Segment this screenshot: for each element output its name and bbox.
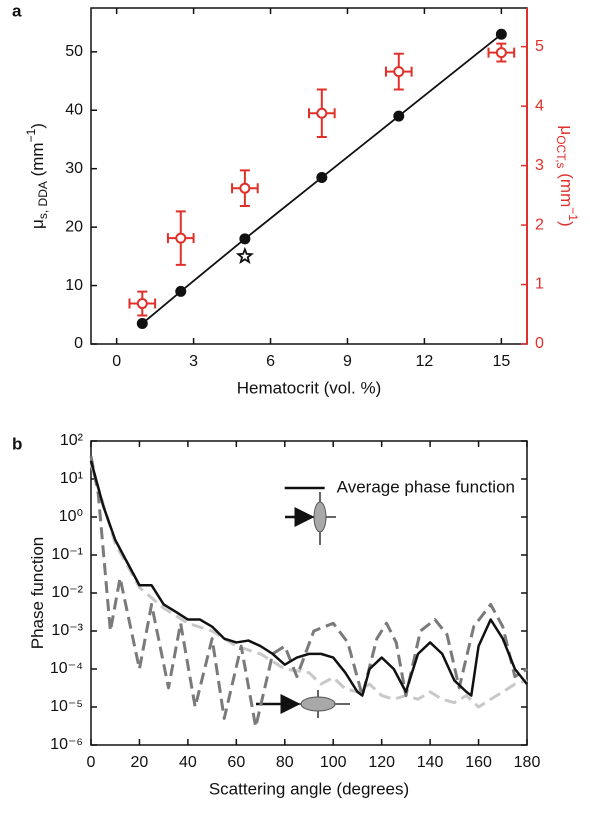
y-axis-label: μs, DDA (mm−1): [24, 123, 50, 229]
orientation-icons: [256, 492, 350, 718]
panel-label: a: [12, 1, 22, 20]
y-tick-label: 10⁻⁵: [50, 698, 83, 715]
y-tick-label: 10¹: [60, 470, 83, 487]
y-tick-label: 10⁻⁴: [50, 660, 83, 677]
y2-tick-label: 2: [535, 216, 544, 233]
y-tick-label: 10: [65, 277, 83, 294]
x-tick-label: 160: [465, 754, 492, 771]
x-tick-label: 80: [276, 754, 294, 771]
point: [239, 182, 251, 194]
y-tick-label: 30: [65, 160, 83, 177]
label-part: −1: [566, 207, 580, 221]
x-axis-label: Hematocrit (vol. %): [237, 378, 382, 397]
x-tick-label: 20: [131, 754, 149, 771]
particle-icon: [300, 696, 336, 712]
label-part: s, DDA: [36, 181, 50, 219]
label-part: Phase function: [28, 537, 47, 649]
x-tick-label: 3: [189, 353, 198, 370]
point: [136, 318, 148, 330]
label-part: OCT,s: [554, 135, 568, 168]
point: [175, 285, 187, 297]
series-line: [89, 463, 528, 709]
label-part: −1: [24, 128, 38, 142]
label-part: (mm: [28, 142, 47, 181]
y-tick-label: 50: [65, 43, 83, 60]
particle-icon: [313, 501, 327, 533]
x-tick-label: 60: [227, 754, 245, 771]
label-part: μ: [28, 219, 47, 229]
series-line: [89, 455, 528, 729]
y-tick-label: 10²: [60, 432, 84, 449]
x-tick-label: 0: [87, 754, 96, 771]
point: [239, 233, 251, 245]
label-part: μ: [557, 125, 576, 135]
x-tick-label: 120: [368, 754, 395, 771]
x-tick-label: 100: [320, 754, 347, 771]
y2-tick-label: 5: [535, 38, 544, 55]
y2-tick-label: 0: [535, 335, 544, 352]
point: [495, 28, 507, 40]
y2-tick-label: 3: [535, 157, 544, 174]
point: [316, 107, 328, 119]
x-tick-label: 9: [343, 353, 352, 370]
point: [495, 47, 507, 59]
x-tick-label: 140: [417, 754, 444, 771]
point: [175, 232, 187, 244]
x-tick-label: 40: [179, 754, 197, 771]
y-tick-label: 20: [65, 218, 83, 235]
x-tick-label: 180: [514, 754, 541, 771]
label-part: ): [28, 123, 47, 129]
y-tick-label: 40: [65, 101, 83, 118]
y2-tick-label: 1: [535, 276, 544, 293]
y-tick-label: 10⁻¹: [51, 546, 83, 563]
x-tick-label: 6: [266, 353, 275, 370]
x-tick-label: 0: [112, 353, 121, 370]
y-tick-label: 0: [74, 335, 83, 352]
y-axis-label: Phase function: [28, 537, 47, 649]
panel-label: b: [12, 434, 22, 453]
legend-label: Average phase function: [337, 477, 515, 496]
point: [136, 298, 148, 310]
series-line: [89, 460, 528, 697]
point: [235, 246, 254, 265]
x-tick-label: 12: [416, 353, 434, 370]
y2-tick-label: 4: [535, 97, 544, 114]
label-part: ): [557, 221, 576, 227]
point: [393, 110, 405, 122]
y-tick-label: 10⁻³: [51, 622, 83, 639]
y-tick-label: 10⁰: [59, 508, 83, 525]
point: [316, 171, 328, 183]
y-tick-label: 10⁻²: [51, 584, 83, 601]
x-tick-label: 15: [492, 353, 510, 370]
point: [393, 66, 405, 78]
y-tick-label: 10⁻⁶: [50, 736, 83, 753]
fit-line: [141, 33, 502, 325]
y2-axis-label: μOCT,s (mm−1): [554, 125, 580, 226]
plot-frame: [90, 7, 528, 345]
label-part: (mm: [557, 169, 576, 208]
x-axis-label: Scattering angle (degrees): [209, 779, 409, 798]
